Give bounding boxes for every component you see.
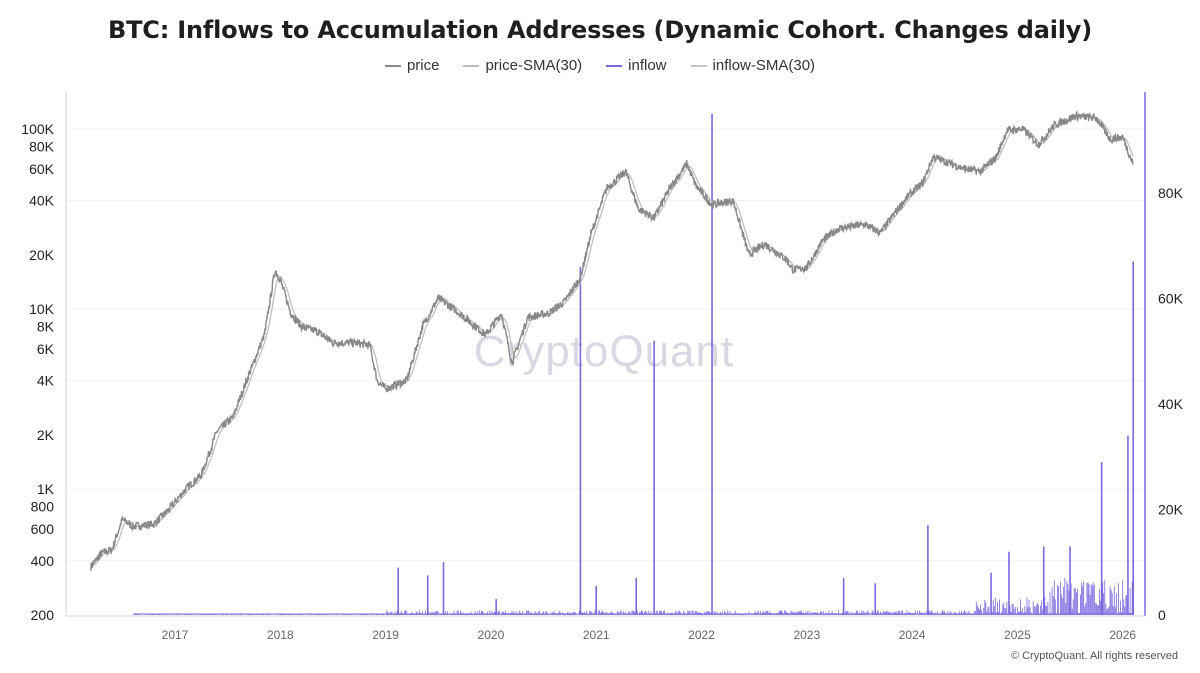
right-tick-label: 80K xyxy=(1158,185,1184,201)
left-tick-label: 40K xyxy=(29,193,55,209)
chart-legend: price price-SMA(30) inflow inflow-SMA(30… xyxy=(0,57,1200,74)
left-tick-label: 1K xyxy=(37,481,55,497)
legend-item-inflow[interactable]: inflow xyxy=(606,57,667,74)
x-tick-label: 2021 xyxy=(583,628,610,642)
left-tick-label: 2K xyxy=(37,427,55,443)
x-axis-ticks: 2017 2018 2019 2020 2021 2022 2023 2024 2025 2026 xyxy=(162,628,1137,642)
legend-swatch-inflow xyxy=(606,64,623,67)
x-tick-label: 2023 xyxy=(793,628,820,642)
legend-label-price-sma: price-SMA(30) xyxy=(485,57,583,74)
left-tick-label: 8K xyxy=(37,319,55,335)
inflow-baseline xyxy=(132,578,1134,615)
right-tick-label: 40K xyxy=(1158,396,1184,412)
legend-item-price[interactable]: price xyxy=(384,57,440,74)
left-tick-label: 800 xyxy=(31,499,55,515)
price-series-line xyxy=(90,109,1134,571)
x-tick-label: 2024 xyxy=(899,628,926,642)
left-tick-label: 60K xyxy=(29,161,55,177)
left-axis-ticks: 200 400 600 800 1K 2K 4K 6K 8K 10K 20K 40K 60K 80K100… xyxy=(21,121,54,623)
left-tick-label: 600 xyxy=(31,521,55,537)
left-tick-label: 200 xyxy=(31,607,55,623)
x-tick-label: 2025 xyxy=(1004,628,1031,642)
copyright-footer: © CryptoQuant. All rights reserved xyxy=(1010,650,1178,662)
right-tick-label: 60K xyxy=(1158,291,1184,307)
right-tick-label: 20K xyxy=(1158,502,1184,518)
legend-swatch-inflow-sma xyxy=(690,64,707,67)
legend-item-price-sma[interactable]: price-SMA(30) xyxy=(463,57,582,74)
left-tick-label: 100K xyxy=(21,121,54,137)
x-tick-label: 2018 xyxy=(267,628,294,642)
legend-label-inflow-sma: inflow-SMA(30) xyxy=(712,57,816,74)
left-tick-label: 10K xyxy=(29,301,55,317)
legend-item-inflow-sma[interactable]: inflow-SMA(30) xyxy=(690,57,816,74)
chart-title: BTC: Inflows to Accumulation Addresses (… xyxy=(108,16,1092,44)
inflow-series xyxy=(397,113,1135,615)
right-tick-label: 0 xyxy=(1158,607,1166,623)
legend-swatch-price xyxy=(384,64,401,67)
left-tick-label: 6K xyxy=(37,341,55,357)
left-tick-label: 400 xyxy=(31,553,55,569)
right-axis-ticks: 0 20K 40K 60K 80K xyxy=(1158,185,1184,623)
left-tick-label: 20K xyxy=(29,247,55,263)
inflow-baseline-noise xyxy=(132,578,1134,615)
x-tick-label: 2020 xyxy=(478,628,505,642)
legend-swatch-price-sma xyxy=(463,64,480,67)
watermark: CryptoQuant xyxy=(474,327,734,376)
legend-label-inflow: inflow xyxy=(628,57,667,74)
x-tick-label: 2017 xyxy=(162,628,189,642)
left-tick-label: 80K xyxy=(29,138,55,154)
x-tick-label: 2019 xyxy=(372,628,399,642)
legend-label-price: price xyxy=(406,57,440,74)
left-tick-label: 4K xyxy=(37,373,55,389)
x-tick-label: 2022 xyxy=(688,628,715,642)
x-tick-label: 2026 xyxy=(1109,628,1136,642)
